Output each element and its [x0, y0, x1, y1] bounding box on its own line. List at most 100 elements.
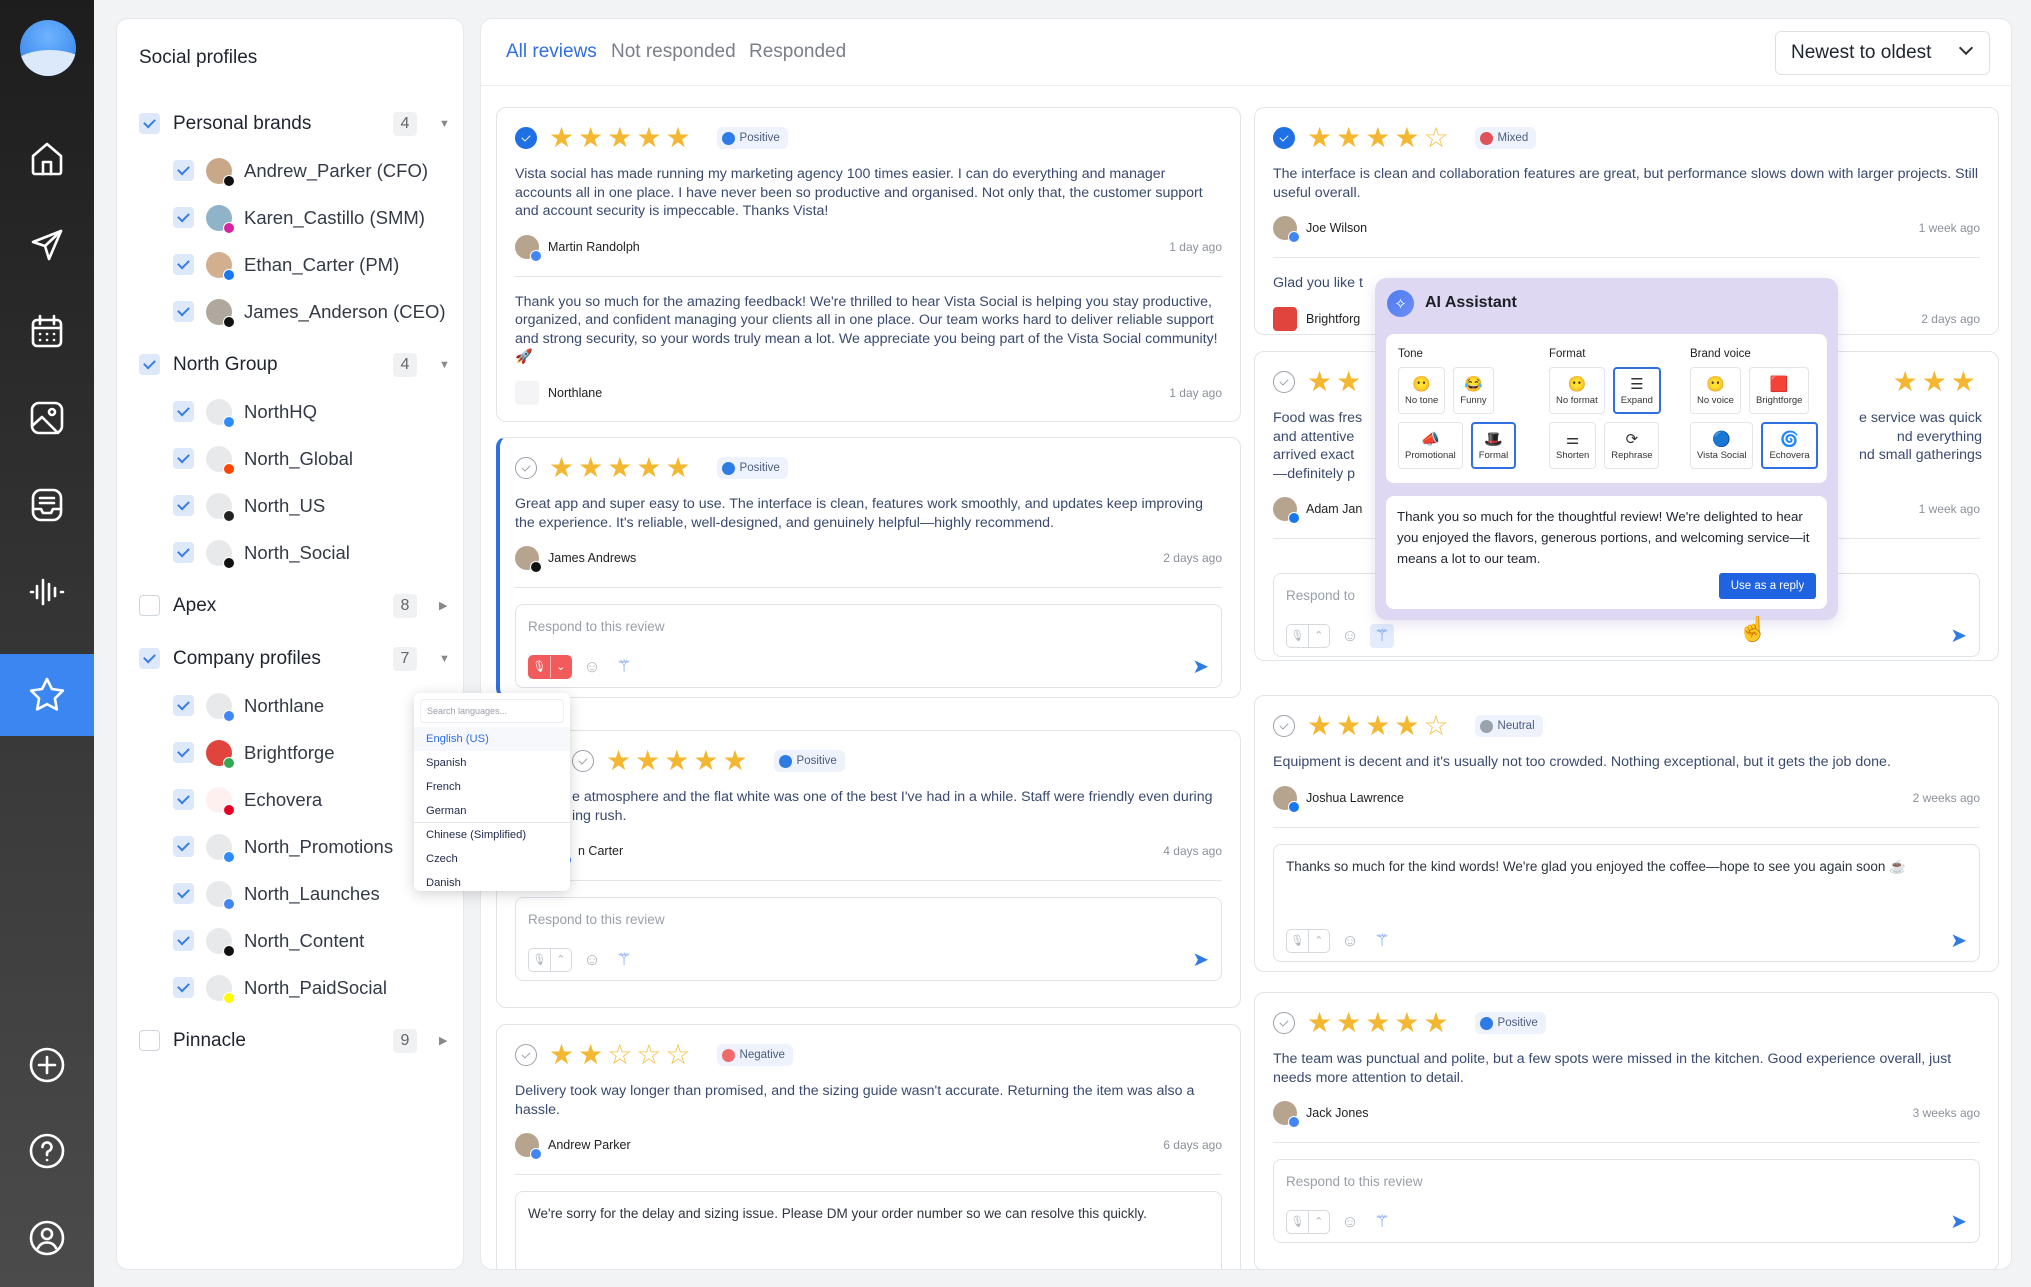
group-checkbox[interactable]: [139, 595, 160, 616]
profile-checkbox[interactable]: [173, 883, 194, 904]
select-review-checkbox[interactable]: [515, 457, 537, 479]
profile-item[interactable]: Brightforge: [117, 729, 463, 776]
send-icon[interactable]: ➤: [1950, 625, 1967, 647]
reply-input[interactable]: Respond to this review 🎙 ⌃ ☺ ⚚ ➤: [515, 897, 1222, 981]
caret-down-icon[interactable]: ▼: [439, 358, 450, 371]
voice-input-button[interactable]: 🎙 ⌃: [1286, 928, 1330, 953]
select-review-checkbox[interactable]: [572, 750, 594, 772]
select-review-checkbox[interactable]: [1273, 1012, 1295, 1034]
language-option[interactable]: Danish: [426, 877, 461, 889]
profile-item[interactable]: James_Anderson (CEO): [117, 288, 463, 335]
profile-group-north-group[interactable]: North Group 4 ▼: [117, 341, 463, 388]
profile-item[interactable]: Ethan_Carter (PM): [117, 241, 463, 288]
voice-input-button[interactable]: 🎙 ⌃: [528, 948, 572, 972]
nav-item-home[interactable]: [0, 117, 94, 199]
send-icon[interactable]: ➤: [1192, 949, 1209, 971]
profile-checkbox[interactable]: [173, 542, 194, 563]
profile-checkbox[interactable]: [173, 789, 194, 810]
profile-checkbox[interactable]: [173, 495, 194, 516]
option-no-voice[interactable]: 😶 No voice: [1690, 367, 1741, 414]
caret-right-icon[interactable]: ▶: [439, 1035, 448, 1047]
option-vista-social[interactable]: 🔵 Vista Social: [1690, 422, 1754, 469]
group-checkbox[interactable]: [139, 113, 160, 134]
voice-input-button[interactable]: 🎙 ⌃: [1286, 1210, 1330, 1234]
voice-input-button[interactable]: 🎙 ⌃: [1286, 624, 1330, 648]
profile-checkbox[interactable]: [173, 930, 194, 951]
profile-group-company-profiles[interactable]: Company profiles 7 ▼: [117, 635, 463, 682]
profile-checkbox[interactable]: [173, 448, 194, 469]
profile-item[interactable]: North_Launches: [117, 870, 463, 917]
nav-item-help[interactable]: [0, 1110, 94, 1192]
nav-item-add[interactable]: [0, 1024, 94, 1106]
nav-item-inbox[interactable]: [0, 464, 94, 546]
option-formal[interactable]: 🎩 Formal: [1470, 422, 1517, 469]
send-icon[interactable]: ➤: [1192, 656, 1209, 678]
language-option[interactable]: Chinese (Simplified): [426, 829, 527, 841]
profile-group-apex[interactable]: Apex 8 ▶: [117, 582, 463, 629]
profile-checkbox[interactable]: [173, 160, 194, 181]
language-option[interactable]: English (US): [414, 727, 570, 751]
language-option[interactable]: Czech: [426, 853, 458, 865]
vista-social-logo[interactable]: [20, 20, 76, 76]
group-checkbox[interactable]: [139, 648, 160, 669]
ai-magic-wand-icon[interactable]: ⚚: [1374, 930, 1390, 950]
emoji-icon[interactable]: ☺: [583, 950, 601, 969]
select-review-checkbox[interactable]: [515, 1044, 537, 1066]
ai-magic-wand-icon[interactable]: ⚚: [616, 657, 632, 676]
send-icon[interactable]: ➤: [1950, 1211, 1967, 1233]
profile-checkbox[interactable]: [173, 695, 194, 716]
profile-item[interactable]: North_Social: [117, 529, 463, 576]
caret-right-icon[interactable]: ▶: [439, 600, 448, 612]
profile-item[interactable]: North_Promotions: [117, 823, 463, 870]
profile-item[interactable]: Andrew_Parker (CFO): [117, 147, 463, 194]
emoji-icon[interactable]: ☺: [583, 657, 601, 676]
profile-item[interactable]: Northlane: [117, 682, 463, 729]
nav-item-calendar[interactable]: [0, 291, 94, 373]
profile-item[interactable]: North_Global: [117, 435, 463, 482]
group-checkbox[interactable]: [139, 354, 160, 375]
profile-item[interactable]: North_PaidSocial: [117, 964, 463, 1011]
tab-all-reviews[interactable]: All reviews: [506, 41, 597, 62]
profile-item[interactable]: Karen_Castillo (SMM): [117, 194, 463, 241]
option-no-format[interactable]: 😶 No format: [1549, 367, 1605, 414]
sort-dropdown[interactable]: Newest to oldest: [1775, 31, 1990, 75]
ai-magic-wand-icon[interactable]: ⚚: [1370, 624, 1394, 648]
select-review-checkbox[interactable]: [1273, 127, 1295, 149]
use-as-reply-button[interactable]: Use as a reply: [1719, 573, 1816, 599]
profile-group-personal-brands[interactable]: Personal brands 4 ▼: [117, 100, 463, 147]
reply-input[interactable]: Respond to this review 🎙 ⌃ ☺ ⚚ ➤: [1273, 1159, 1980, 1243]
profile-checkbox[interactable]: [173, 977, 194, 998]
option-expand[interactable]: ☰ Expand: [1612, 367, 1661, 414]
tab-responded[interactable]: Responded: [749, 41, 847, 62]
caret-down-icon[interactable]: ▼: [439, 117, 450, 130]
profile-item[interactable]: North_US: [117, 482, 463, 529]
option-shorten[interactable]: ⚌ Shorten: [1549, 422, 1597, 469]
emoji-icon[interactable]: ☺: [1341, 626, 1359, 645]
reply-input[interactable]: Thanks so much for the kind words! We're…: [1273, 843, 1980, 962]
option-funny[interactable]: 😂 Funny: [1453, 367, 1494, 414]
reply-input[interactable]: We're sorry for the delay and sizing iss…: [515, 1191, 1222, 1269]
profile-checkbox[interactable]: [173, 207, 194, 228]
group-checkbox[interactable]: [139, 1030, 160, 1051]
ai-magic-wand-icon[interactable]: ⚚: [616, 950, 632, 969]
select-review-checkbox[interactable]: [515, 127, 537, 149]
profile-checkbox[interactable]: [173, 836, 194, 857]
select-review-checkbox[interactable]: [1273, 371, 1295, 393]
caret-down-icon[interactable]: ▼: [439, 652, 450, 665]
option-echovera[interactable]: 🌀 Echovera: [1761, 422, 1818, 469]
emoji-icon[interactable]: ☺: [1341, 930, 1359, 950]
nav-item-listening[interactable]: [0, 551, 94, 633]
language-option[interactable]: French: [426, 781, 461, 793]
language-option[interactable]: German: [414, 799, 570, 823]
nav-item-media[interactable]: [0, 377, 94, 459]
language-search-input[interactable]: Search languages...: [420, 699, 564, 723]
profile-checkbox[interactable]: [173, 254, 194, 275]
profile-item[interactable]: North_Content: [117, 917, 463, 964]
profile-item[interactable]: Echovera: [117, 776, 463, 823]
tab-not-responded[interactable]: Not responded: [611, 41, 736, 62]
ai-magic-wand-icon[interactable]: ⚚: [1374, 1212, 1390, 1231]
nav-item-profile[interactable]: [0, 1197, 94, 1279]
reply-input[interactable]: Respond to this review 🎙 ⌄ ☺ ⚚ ➤: [515, 604, 1222, 688]
profile-item[interactable]: NorthHQ: [117, 388, 463, 435]
option-promotional[interactable]: 📣 Promotional: [1398, 422, 1463, 469]
